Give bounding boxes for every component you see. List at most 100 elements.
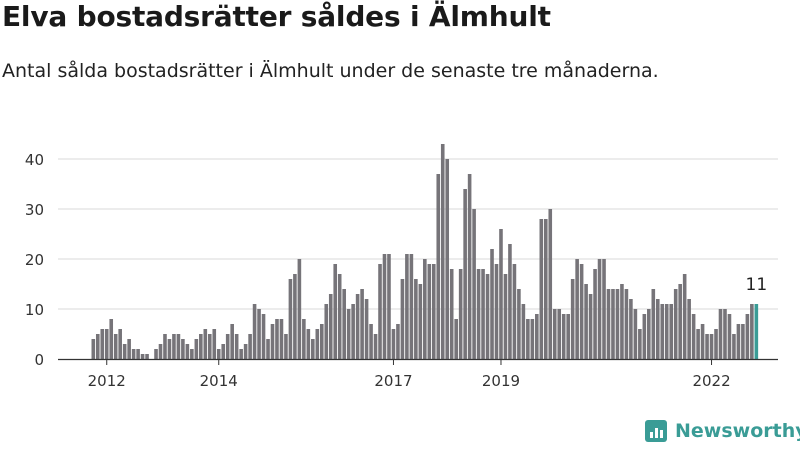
bar — [387, 254, 391, 359]
bar — [136, 349, 140, 359]
bar — [234, 334, 239, 359]
bar — [691, 314, 696, 359]
bar — [145, 354, 149, 359]
bar — [163, 334, 167, 359]
y-tick-label: 30 — [25, 201, 44, 219]
bar — [284, 334, 288, 359]
bar — [655, 299, 660, 359]
bar-highlight — [754, 304, 759, 359]
axes: 01020304020122014201720192022202411 — [25, 151, 800, 390]
bar — [570, 279, 575, 359]
bar — [185, 344, 190, 359]
bar — [566, 314, 570, 359]
bar — [615, 289, 620, 359]
x-tick-label: 2022 — [692, 372, 730, 390]
y-tick-label: 20 — [25, 251, 44, 269]
bar — [190, 349, 194, 359]
bar — [714, 329, 718, 359]
bar — [172, 334, 176, 359]
bar — [682, 274, 687, 359]
bar — [346, 309, 351, 359]
bar — [467, 174, 472, 359]
bar — [539, 219, 544, 359]
bar — [373, 334, 378, 359]
bar — [575, 259, 579, 359]
highlight-value-label: 11 — [746, 275, 768, 295]
bar — [449, 269, 454, 359]
bar — [503, 274, 508, 359]
bar — [122, 344, 127, 359]
bars — [91, 144, 759, 359]
bar — [638, 329, 642, 359]
bar — [494, 264, 499, 359]
bar — [243, 344, 248, 359]
bar — [176, 334, 181, 359]
bar — [293, 274, 297, 359]
bar — [181, 339, 185, 359]
bar — [113, 334, 118, 359]
bar — [723, 309, 727, 359]
bar — [745, 314, 750, 359]
bar — [405, 254, 409, 359]
bar — [557, 309, 562, 359]
bar — [360, 289, 364, 359]
bar — [351, 304, 355, 359]
y-tick-label: 0 — [34, 351, 44, 369]
bar — [378, 264, 382, 359]
bar — [288, 279, 293, 359]
bar — [593, 269, 597, 359]
bar — [216, 349, 221, 359]
bar — [207, 334, 212, 359]
bar — [490, 249, 494, 359]
bar — [396, 324, 400, 359]
bar — [100, 329, 105, 359]
bar — [382, 254, 387, 359]
bar — [651, 289, 656, 359]
bar — [270, 324, 275, 359]
bar — [517, 289, 521, 359]
bar — [199, 334, 203, 359]
bar — [221, 344, 226, 359]
bar — [104, 329, 109, 359]
bar — [750, 304, 754, 359]
bar — [620, 284, 624, 359]
bar — [436, 174, 441, 359]
bar — [611, 289, 615, 359]
grid-lines — [58, 158, 778, 310]
bar — [275, 319, 279, 359]
brand-name: Newsworthy — [675, 420, 800, 442]
bar — [225, 334, 230, 359]
bar — [624, 289, 629, 359]
bar — [328, 294, 333, 359]
bar — [248, 334, 252, 359]
bar — [700, 324, 705, 359]
bar — [732, 334, 736, 359]
bar — [154, 349, 158, 359]
bar — [530, 319, 535, 359]
bar — [118, 329, 122, 359]
bar — [445, 159, 450, 359]
bar — [95, 334, 100, 359]
newsworthy-brand: Newsworthy — [645, 420, 800, 442]
bar — [158, 344, 163, 359]
x-tick-label: 2014 — [200, 372, 238, 390]
bar — [552, 309, 557, 359]
bar — [427, 264, 432, 359]
bar — [203, 329, 208, 359]
bar — [391, 329, 396, 359]
bar — [324, 304, 329, 359]
x-tick-label: 2017 — [374, 372, 412, 390]
bar — [297, 259, 302, 359]
bar — [476, 269, 481, 359]
bar — [409, 254, 414, 359]
bar — [521, 304, 526, 359]
bar — [512, 264, 517, 359]
bar — [306, 329, 311, 359]
bar — [736, 324, 741, 359]
bar — [279, 319, 284, 359]
bar — [91, 339, 96, 359]
bar — [499, 229, 503, 359]
bar — [561, 314, 566, 359]
bar — [463, 189, 467, 359]
bar — [673, 289, 678, 359]
